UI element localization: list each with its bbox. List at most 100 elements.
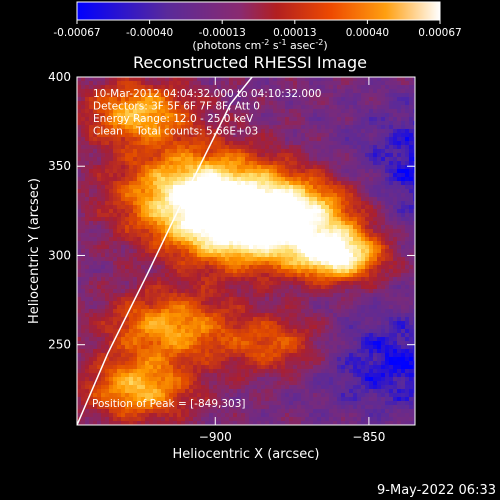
heatmap-pixel bbox=[349, 117, 354, 122]
heatmap-pixel bbox=[377, 237, 382, 242]
heatmap-pixel bbox=[193, 269, 198, 274]
heatmap-pixel bbox=[217, 225, 222, 230]
heatmap-pixel bbox=[149, 149, 154, 154]
heatmap-pixel bbox=[189, 101, 194, 106]
heatmap-pixel bbox=[305, 89, 310, 94]
heatmap-pixel bbox=[413, 121, 415, 126]
heatmap-pixel bbox=[301, 213, 306, 218]
heatmap-pixel bbox=[165, 217, 170, 222]
heatmap-pixel bbox=[257, 153, 262, 158]
heatmap-pixel bbox=[197, 201, 202, 206]
heatmap-pixel bbox=[189, 273, 194, 278]
heatmap-pixel bbox=[381, 261, 386, 266]
heatmap-pixel bbox=[245, 173, 250, 178]
heatmap-pixel bbox=[393, 201, 398, 206]
heatmap-pixel bbox=[141, 301, 146, 306]
heatmap-pixel bbox=[413, 125, 415, 130]
heatmap-pixel bbox=[169, 193, 174, 198]
heatmap-pixel bbox=[185, 245, 190, 250]
heatmap-pixel bbox=[353, 153, 358, 158]
heatmap-pixel bbox=[125, 125, 130, 130]
heatmap-pixel bbox=[381, 281, 386, 286]
heatmap-pixel bbox=[145, 301, 150, 306]
heatmap-pixel bbox=[337, 89, 342, 94]
heatmap-pixel bbox=[261, 85, 266, 90]
heatmap-pixel bbox=[273, 173, 278, 178]
heatmap-pixel bbox=[313, 233, 318, 238]
heatmap-pixel bbox=[241, 177, 246, 182]
heatmap-pixel bbox=[285, 301, 290, 306]
heatmap-pixel bbox=[301, 165, 306, 170]
heatmap-pixel bbox=[289, 169, 294, 174]
heatmap-pixel bbox=[353, 129, 358, 134]
heatmap-pixel bbox=[113, 109, 118, 114]
heatmap-pixel bbox=[85, 169, 90, 174]
heatmap-pixel bbox=[229, 173, 234, 178]
heatmap-pixel bbox=[401, 225, 406, 230]
heatmap-pixel bbox=[217, 177, 222, 182]
heatmap-pixel bbox=[349, 225, 354, 230]
heatmap-pixel bbox=[397, 105, 402, 110]
heatmap-pixel bbox=[273, 285, 278, 290]
heatmap-pixel bbox=[253, 125, 258, 130]
heatmap-pixel bbox=[137, 137, 142, 142]
heatmap-pixel bbox=[273, 201, 278, 206]
heatmap-pixel bbox=[325, 153, 330, 158]
heatmap-pixel bbox=[153, 221, 158, 226]
heatmap-pixel bbox=[141, 193, 146, 198]
heatmap-pixel bbox=[161, 125, 166, 130]
heatmap-pixel bbox=[337, 169, 342, 174]
heatmap-pixel bbox=[205, 165, 210, 170]
heatmap-pixel bbox=[329, 133, 334, 138]
heatmap-pixel bbox=[397, 169, 402, 174]
heatmap-pixel bbox=[225, 273, 230, 278]
heatmap-pixel bbox=[409, 241, 414, 246]
heatmap-pixel bbox=[145, 157, 150, 162]
heatmap-pixel bbox=[221, 153, 226, 158]
heatmap-pixel bbox=[161, 205, 166, 210]
heatmap-pixel bbox=[205, 161, 210, 166]
heatmap-pixel bbox=[105, 245, 110, 250]
heatmap-pixel bbox=[101, 89, 106, 94]
heatmap-pixel bbox=[337, 197, 342, 202]
heatmap-pixel bbox=[113, 137, 118, 142]
heatmap-pixel bbox=[85, 233, 90, 238]
heatmap-pixel bbox=[269, 173, 274, 178]
heatmap-pixel bbox=[317, 137, 322, 142]
heatmap-pixel bbox=[133, 153, 138, 158]
heatmap-pixel bbox=[241, 153, 246, 158]
heatmap-pixel bbox=[405, 117, 410, 122]
heatmap-pixel bbox=[197, 265, 202, 270]
heatmap-pixel bbox=[137, 149, 142, 154]
heatmap-pixel bbox=[389, 97, 394, 102]
heatmap-pixel bbox=[209, 249, 214, 254]
heatmap-pixel bbox=[405, 209, 410, 214]
heatmap-pixel bbox=[197, 177, 202, 182]
heatmap-pixel bbox=[301, 169, 306, 174]
heatmap-pixel bbox=[253, 165, 258, 170]
heatmap-pixel bbox=[169, 225, 174, 230]
heatmap-pixel bbox=[173, 141, 178, 146]
heatmap-pixel bbox=[205, 81, 210, 86]
heatmap-pixel bbox=[385, 213, 390, 218]
heatmap-pixel bbox=[173, 301, 178, 306]
heatmap-pixel bbox=[393, 81, 398, 86]
heatmap-pixel bbox=[225, 121, 230, 126]
heatmap-pixel bbox=[277, 145, 282, 150]
heatmap-pixel bbox=[381, 257, 386, 262]
heatmap-pixel bbox=[357, 305, 362, 310]
heatmap-pixel bbox=[141, 233, 146, 238]
heatmap-pixel bbox=[381, 169, 386, 174]
heatmap-pixel bbox=[133, 141, 138, 146]
heatmap-pixel bbox=[317, 189, 322, 194]
heatmap-pixel bbox=[213, 177, 218, 182]
heatmap-pixel bbox=[365, 265, 370, 270]
heatmap-pixel bbox=[253, 309, 258, 314]
heatmap-pixel bbox=[229, 157, 234, 162]
heatmap-pixel bbox=[329, 77, 334, 82]
heatmap-pixel bbox=[205, 185, 210, 190]
heatmap-pixel bbox=[189, 225, 194, 230]
heatmap-pixel bbox=[169, 89, 174, 94]
heatmap-pixel bbox=[393, 93, 398, 98]
heatmap-pixel bbox=[369, 229, 374, 234]
